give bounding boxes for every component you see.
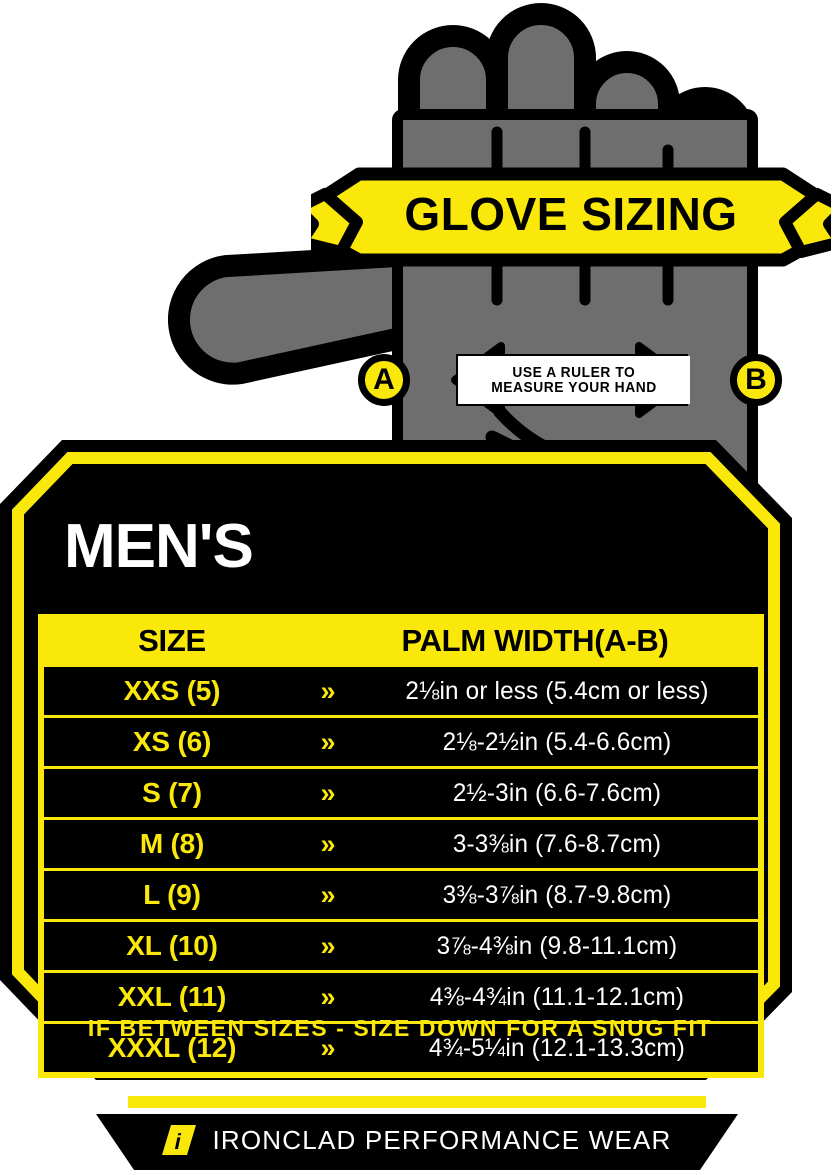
svg-text:i: i [173,1129,184,1154]
column-header-palm-width: PALM WIDTH(A-B) [401,623,669,658]
chevron-right-icon: » [320,777,336,808]
brand-name: IRONCLAD PERFORMANCE WEAR [212,1124,672,1155]
ruler-line-1: USE A RULER TO [512,364,636,381]
size-label: M (8) [139,828,205,859]
table-row: XXXL (12) » 4¾-5¼in (12.1-13.3cm) [44,1024,758,1072]
table-row: XS (6) » 2⅛-2½in (5.4-6.6cm) [44,718,758,766]
column-header-size: SIZE [138,623,206,658]
page-title: MEN'S [64,512,254,581]
glove-sizing-banner: GLOVE SIZING [291,160,834,280]
size-label: XL (10) [126,930,218,961]
size-label: XS (6) [132,726,212,757]
sizing-badge: MEN'S SIZE PALM WIDTH(A-B) XXS (5) » 2⅛in … [0,432,800,1104]
middle-finger [486,3,596,151]
sizing-table: SIZE PALM WIDTH(A-B) XXS (5) » 2⅛in or les… [38,614,764,1078]
size-label: L (9) [143,879,201,910]
sizing-note: IF BETWEEN SIZES - SIZE DOWN FOR A SNUG … [87,1015,713,1041]
size-label: XXS (5) [123,675,221,706]
ruler-line-2: MEASURE YOUR HAND [491,379,657,396]
palm-width-value: 4¾-5¼in (12.1-13.3cm) [428,1033,686,1062]
chevron-right-icon: » [320,726,336,757]
table-row: M (8) » 3-3⅜in (7.6-8.7cm) [44,820,758,868]
banner-title: GLOVE SIZING [404,188,738,240]
chevron-right-icon: » [320,981,336,1012]
chevron-right-icon: » [320,1032,336,1063]
size-label: XXXL (12) [107,1032,237,1063]
size-label: S (7) [142,777,202,808]
ironclad-logo-icon: i [162,1123,197,1157]
ribbon-shape [291,167,834,267]
table-row: L (9) » 3⅜-3⅞in (8.7-9.8cm) [44,871,758,919]
palm-width-value: 2⅛in or less (5.4cm or less) [405,676,709,705]
measure-callout: USE A RULER TO MEASURE YOUR HAND A B [355,338,785,422]
brand-bar: i IRONCLAD PERFORMANCE WEAR [0,1096,834,1170]
ruler-instruction-plate: USE A RULER TO MEASURE YOUR HAND [458,356,690,404]
chevron-right-icon: » [320,930,336,961]
brand-accent-stripe [128,1096,706,1108]
chevron-right-icon: » [320,828,336,859]
palm-width-value: 4⅜-4¾in (11.1-12.1cm) [429,982,685,1011]
badge-content: MEN'S SIZE PALM WIDTH(A-B) XXS (5) » 2⅛in … [24,458,776,1078]
thumb [167,243,446,385]
chevron-right-icon: » [320,879,336,910]
marker-b: B [730,354,782,406]
marker-a: A [358,354,410,406]
table-body: XXS (5) » 2⅛in or less (5.4cm or less) XS (… [38,667,764,1072]
brand-bar-shape [96,1114,738,1170]
ribbon-tail-right [779,188,834,258]
palm-width-value: 3⅞-4⅜in (9.8-11.1cm) [436,931,678,960]
palm-width-value: 3-3⅜in (7.6-8.7cm) [452,829,662,858]
table-row: XXS (5) » 2⅛in or less (5.4cm or less) [44,667,758,715]
table-row: XL (10) » 3⅞-4⅜in (9.8-11.1cm) [44,922,758,970]
palm-width-value: 2½-3in (6.6-7.6cm) [452,778,662,807]
size-label: XXL (11) [117,981,227,1012]
table-row: S (7) » 2½-3in (6.6-7.6cm) [44,769,758,817]
palm-width-value: 2⅛-2½in (5.4-6.6cm) [442,727,672,756]
chevron-right-icon: » [320,675,336,706]
table-row: XXL (11) » 4⅜-4¾in (11.1-12.1cm) [44,973,758,1021]
palm-width-value: 3⅜-3⅞in (8.7-9.8cm) [442,880,672,909]
table-header-row: SIZE PALM WIDTH(A-B) [38,618,764,664]
